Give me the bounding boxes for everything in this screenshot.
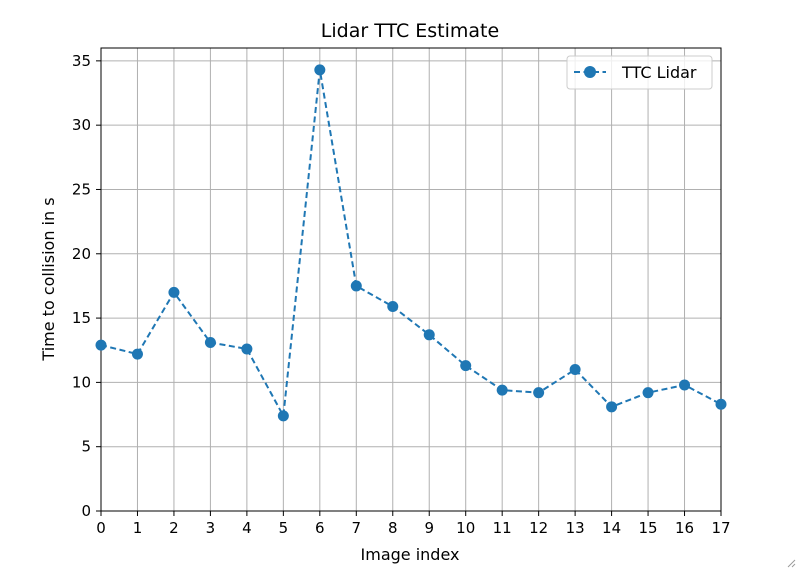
plot-frame: [100, 47, 722, 512]
x-tick-label-4: 4: [242, 519, 252, 537]
data-point-9: [423, 329, 435, 341]
x-tick-label-14: 14: [602, 519, 621, 537]
x-tick-label-7: 7: [352, 519, 362, 537]
series-layer: [95, 64, 727, 422]
data-point-11: [496, 384, 508, 396]
x-tick-label-5: 5: [279, 519, 289, 537]
data-point-2: [168, 286, 180, 298]
x-tick-label-3: 3: [206, 519, 216, 537]
x-tick-label-1: 1: [133, 519, 143, 537]
y-tick-label-10: 10: [72, 373, 91, 391]
data-point-8: [387, 301, 399, 313]
x-tick-label-9: 9: [424, 519, 434, 537]
series-line-0: [100, 69, 722, 420]
x-tick-label-15: 15: [639, 519, 658, 537]
data-point-4: [241, 343, 253, 355]
data-point-16: [679, 379, 691, 391]
y-tick-label-20: 20: [72, 245, 91, 263]
data-point-0: [95, 339, 107, 351]
legend: TTC Lidar: [566, 55, 713, 90]
x-tick-label-16: 16: [675, 519, 694, 537]
data-point-17: [715, 398, 727, 410]
resize-grip-icon[interactable]: [786, 558, 796, 568]
x-tick-label-13: 13: [566, 519, 585, 537]
data-point-6: [314, 64, 326, 76]
y-tick-label-5: 5: [81, 438, 91, 456]
data-point-5: [277, 410, 289, 422]
data-point-7: [350, 280, 362, 292]
x-tick-label-12: 12: [529, 519, 548, 537]
data-point-3: [204, 337, 216, 349]
data-point-1: [131, 348, 143, 360]
data-point-13: [569, 364, 581, 376]
data-point-14: [606, 401, 618, 413]
x-tick-label-10: 10: [456, 519, 475, 537]
x-tick-label-6: 6: [315, 519, 325, 537]
y-tick-label-30: 30: [72, 116, 91, 134]
data-point-15: [642, 387, 654, 399]
y-tick-label-15: 15: [72, 309, 91, 327]
y-tick-label-35: 35: [72, 52, 91, 70]
x-tick-label-2: 2: [169, 519, 179, 537]
data-point-12: [533, 387, 545, 399]
legend-box: [566, 55, 713, 90]
y-tick-label-0: 0: [81, 502, 91, 520]
x-tick-label-8: 8: [388, 519, 398, 537]
legend-label-ttc-lidar: TTC Lidar: [621, 63, 697, 82]
legend-marker-ttc-lidar: [584, 66, 596, 78]
y-axis-label: Time to collision in s: [39, 197, 58, 361]
x-tick-label-11: 11: [493, 519, 512, 537]
y-tick-label-25: 25: [72, 180, 91, 198]
x-tick-label-17: 17: [711, 519, 730, 537]
plot-area-border: [100, 47, 722, 512]
data-point-10: [460, 360, 472, 372]
x-axis-label: Image index: [361, 545, 460, 564]
x-tick-label-0: 0: [96, 519, 106, 537]
chart-title: Lidar TTC Estimate: [321, 20, 499, 42]
